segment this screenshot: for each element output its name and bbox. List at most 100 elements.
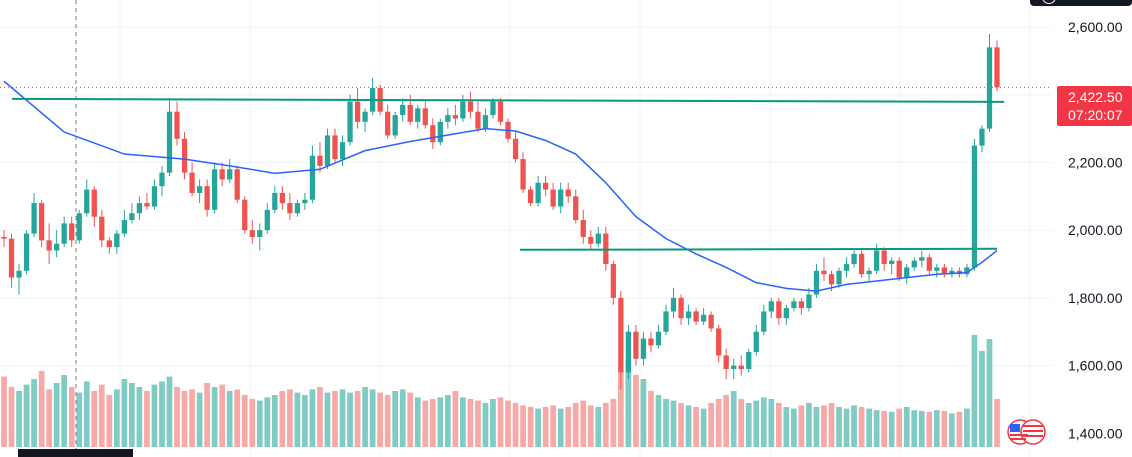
candle-body	[460, 101, 466, 119]
candle-body	[911, 260, 917, 268]
volume-bar	[136, 387, 143, 447]
volume-bar	[369, 389, 376, 447]
candle-body	[806, 294, 812, 309]
candle-body	[896, 260, 902, 278]
volume-bar	[106, 395, 113, 447]
candle-body	[813, 270, 820, 295]
candle-body	[573, 196, 579, 221]
us-flag-icon[interactable]	[1007, 419, 1047, 445]
y-axis[interactable]: 2,600.002,400.002,200.002,000.001,800.00…	[1068, 19, 1123, 441]
candle-body	[249, 230, 255, 237]
volume-bar	[730, 391, 737, 447]
candle-body	[858, 253, 865, 275]
volume-bar	[685, 405, 692, 447]
volume-bar	[377, 392, 383, 447]
candle-body	[535, 182, 541, 204]
volume-bar	[648, 391, 654, 447]
volume-bar	[332, 391, 338, 447]
candle-body	[106, 240, 112, 248]
volume-bar	[828, 403, 835, 447]
candle-body	[309, 155, 316, 200]
volume-bar	[933, 410, 940, 447]
volume-bar	[918, 411, 925, 447]
candle-body	[851, 253, 857, 265]
chart-settings-button[interactable]	[1030, 0, 1132, 6]
candle-body	[400, 104, 406, 116]
y-axis-tick-label: 2,600.00	[1068, 19, 1123, 35]
last-price-label	[1057, 86, 1132, 126]
volume-bar	[760, 397, 767, 447]
candle-body	[136, 203, 143, 214]
candle-body	[663, 311, 669, 332]
volume-bar	[768, 399, 775, 447]
volume-bar	[821, 405, 827, 447]
candle-body	[339, 142, 346, 160]
candle-body	[264, 209, 270, 231]
volume-bar	[159, 381, 165, 447]
volume-bar	[354, 391, 361, 447]
candle-body	[99, 216, 105, 241]
candle-body	[716, 328, 722, 356]
candle-body	[287, 203, 293, 214]
volume-bar	[791, 408, 797, 447]
volume-bar	[595, 407, 602, 447]
candle-body	[746, 352, 752, 369]
volume-bar	[287, 389, 293, 447]
candle-body	[655, 331, 662, 346]
volume-bar	[339, 389, 346, 447]
volume-bar	[896, 408, 903, 447]
candle-body	[219, 169, 225, 180]
volume-bar	[813, 407, 820, 447]
candle-body	[392, 115, 398, 136]
volume-bar	[979, 351, 985, 447]
candle-body	[181, 138, 188, 173]
volume-bar	[625, 359, 632, 447]
candle-body	[889, 260, 895, 265]
volume-bar	[587, 405, 594, 447]
volume-bar	[189, 389, 195, 447]
candle-body	[580, 220, 586, 237]
candle-body	[38, 203, 45, 241]
last-price-value: 2,422.50	[1068, 89, 1123, 105]
volume-bar	[700, 408, 707, 447]
candle-body	[257, 230, 263, 237]
volume-bar	[121, 379, 128, 447]
candle-body	[46, 240, 52, 251]
volume-bar	[663, 399, 669, 447]
candle-body	[753, 331, 759, 353]
candle-body	[708, 314, 714, 329]
volume-bar	[775, 403, 782, 447]
volume-bar	[384, 395, 391, 447]
candle-body	[242, 199, 248, 231]
candle-body	[971, 145, 978, 268]
volume-bar	[226, 391, 233, 447]
time-scale-toolbar[interactable]	[18, 449, 133, 457]
volume-bar	[602, 403, 609, 447]
horizontal-levels[interactable]	[11, 97, 1005, 251]
candle-body	[1, 236, 7, 239]
volume-bar	[429, 399, 436, 447]
volume-bar	[467, 399, 474, 447]
candle-body	[919, 257, 925, 261]
volume-bar	[715, 399, 722, 447]
candle-body	[114, 233, 120, 248]
candle-body	[385, 111, 391, 136]
candle-body	[648, 338, 654, 346]
volume-bar	[557, 408, 564, 447]
volume-bar	[129, 383, 135, 447]
candle-body	[520, 159, 526, 190]
candle-body	[693, 311, 699, 322]
volume-bar	[392, 391, 399, 447]
candle-body	[678, 297, 684, 319]
candle-body	[527, 189, 534, 204]
volume-bar	[693, 407, 699, 447]
volume-bar	[843, 408, 850, 447]
candle-body	[490, 101, 496, 116]
bar-countdown: 07:20:07	[1068, 107, 1123, 123]
support-level-line	[519, 247, 998, 251]
volume-bar	[362, 387, 368, 447]
volume-bar	[798, 405, 805, 447]
candle-body	[791, 301, 797, 309]
volume-bar	[971, 335, 978, 447]
